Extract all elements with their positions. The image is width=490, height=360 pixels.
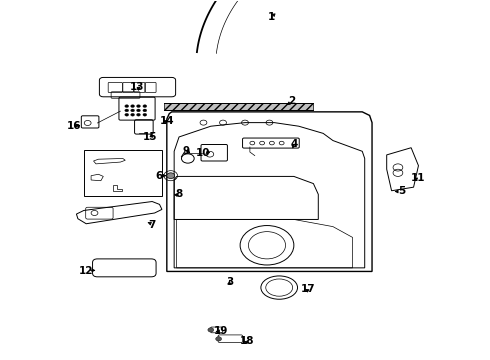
Text: 17: 17 xyxy=(301,284,316,294)
Text: 1: 1 xyxy=(268,12,275,22)
Circle shape xyxy=(143,113,147,116)
Text: 5: 5 xyxy=(398,186,405,196)
Text: 15: 15 xyxy=(143,132,157,142)
Text: 11: 11 xyxy=(411,173,426,183)
Circle shape xyxy=(137,109,141,112)
Circle shape xyxy=(143,105,147,108)
Circle shape xyxy=(131,105,135,108)
Circle shape xyxy=(125,105,129,108)
Text: 2: 2 xyxy=(288,96,295,106)
Circle shape xyxy=(137,105,141,108)
Circle shape xyxy=(208,328,214,332)
Text: 8: 8 xyxy=(175,189,183,199)
Text: 7: 7 xyxy=(148,220,156,230)
Circle shape xyxy=(143,109,147,112)
Text: 6: 6 xyxy=(156,171,163,181)
Circle shape xyxy=(167,173,174,179)
Text: 10: 10 xyxy=(196,148,211,158)
Text: 18: 18 xyxy=(240,336,255,346)
Text: 19: 19 xyxy=(213,325,228,336)
Circle shape xyxy=(137,113,141,116)
Circle shape xyxy=(216,337,221,341)
Text: 12: 12 xyxy=(79,266,94,276)
Text: 16: 16 xyxy=(67,121,81,131)
Text: 9: 9 xyxy=(183,146,190,156)
Circle shape xyxy=(125,113,129,116)
Circle shape xyxy=(131,113,135,116)
Circle shape xyxy=(131,109,135,112)
Text: 3: 3 xyxy=(227,277,234,287)
Text: 14: 14 xyxy=(160,116,174,126)
Text: 4: 4 xyxy=(290,139,297,149)
Bar xyxy=(84,149,162,196)
Polygon shape xyxy=(164,103,314,110)
Text: 13: 13 xyxy=(130,82,145,92)
Circle shape xyxy=(125,109,129,112)
